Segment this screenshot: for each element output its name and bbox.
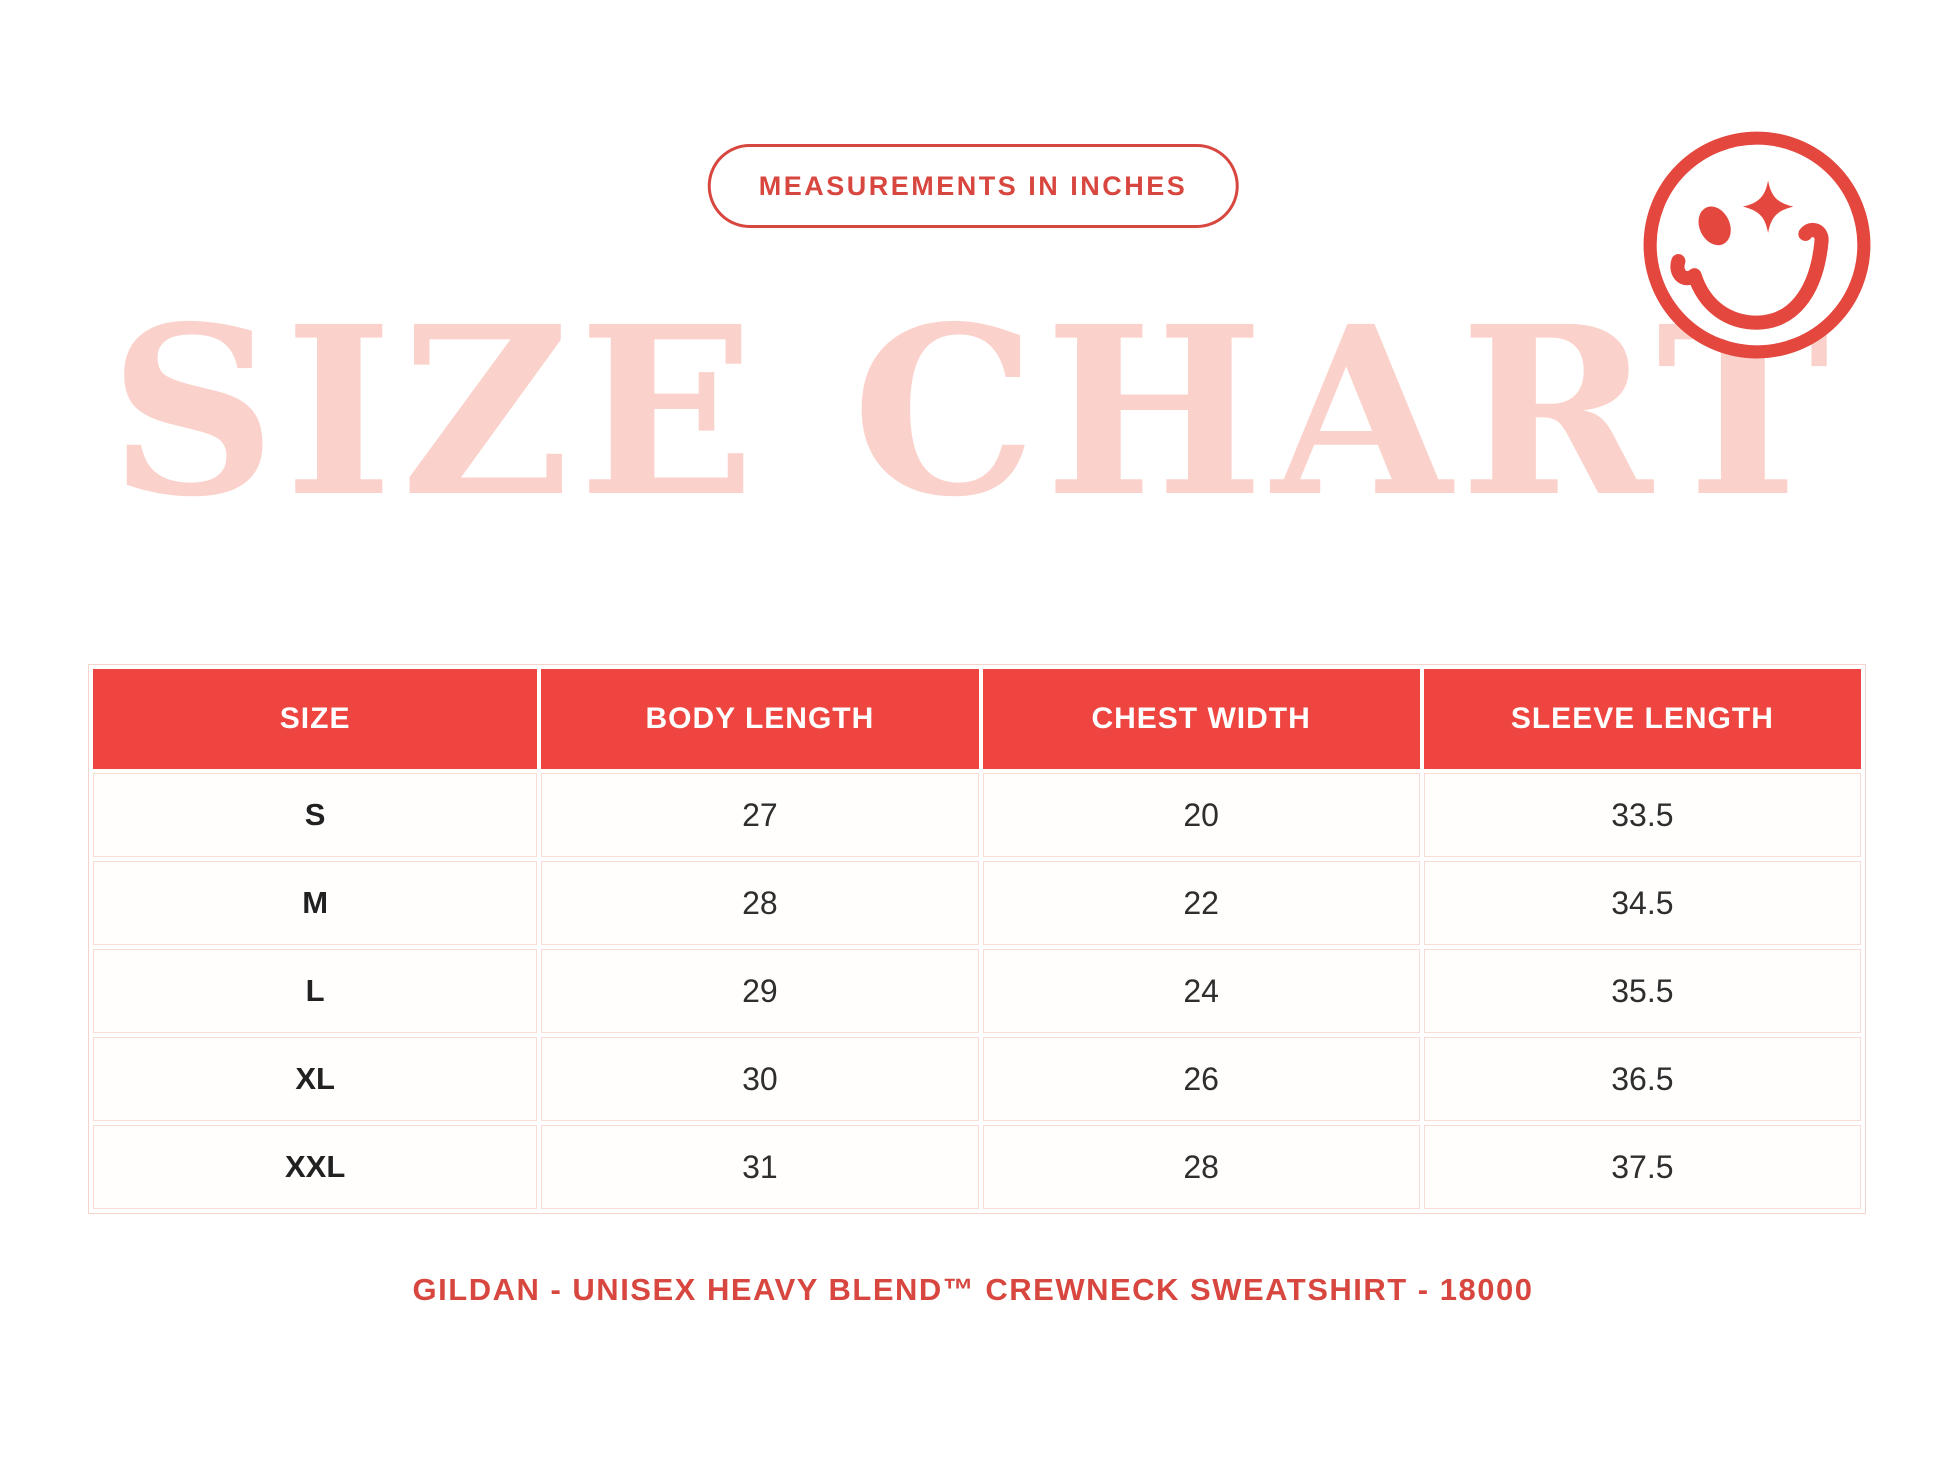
size-chart-table: SIZE BODY LENGTH CHEST WIDTH SLEEVE LENG… [88,664,1866,1214]
cell-size: M [93,861,538,945]
page-title: SIZE CHART [108,275,1838,548]
smiley-sparkle-eye [1742,180,1794,233]
cell-size: XL [93,1037,538,1121]
cell-size: S [93,773,538,857]
cell-body-length: 28 [541,861,979,945]
cell-sleeve-length: 35.5 [1423,949,1861,1033]
column-header-body-length: BODY LENGTH [541,669,979,769]
table-row: S 27 20 33.5 [93,773,1861,857]
cell-chest-width: 22 [982,861,1420,945]
cell-body-length: 29 [541,949,979,1033]
cell-chest-width: 26 [982,1037,1420,1121]
cell-chest-width: 24 [982,949,1420,1033]
smiley-face-with-sparkle-eye-icon [1643,131,1871,359]
product-caption: GILDAN - UNISEX HEAVY BLEND™ CREWNECK SW… [412,1272,1534,1307]
smiley-mouth [1670,222,1829,330]
smiley-left-eye [1698,206,1731,246]
measurements-badge-label: MEASUREMENTS IN INCHES [758,170,1188,201]
column-header-chest-width: CHEST WIDTH [982,669,1420,769]
column-header-sleeve-length: SLEEVE LENGTH [1423,669,1861,769]
table-header-row: SIZE BODY LENGTH CHEST WIDTH SLEEVE LENG… [93,669,1861,769]
cell-sleeve-length: 36.5 [1423,1037,1861,1121]
cell-size: L [93,949,538,1033]
table-row: XL 30 26 36.5 [93,1037,1861,1121]
table-row: XXL 31 28 37.5 [93,1125,1861,1209]
cell-body-length: 30 [541,1037,979,1121]
table-row: L 29 24 35.5 [93,949,1861,1033]
measurements-badge: MEASUREMENTS IN INCHES [707,144,1239,228]
cell-body-length: 27 [541,773,979,857]
table-row: M 28 22 34.5 [93,861,1861,945]
cell-chest-width: 28 [982,1125,1420,1209]
cell-body-length: 31 [541,1125,979,1209]
column-header-size: SIZE [93,669,538,769]
cell-size: XXL [93,1125,538,1209]
cell-chest-width: 20 [982,773,1420,857]
cell-sleeve-length: 33.5 [1423,773,1861,857]
cell-sleeve-length: 34.5 [1423,861,1861,945]
cell-sleeve-length: 37.5 [1423,1125,1861,1209]
